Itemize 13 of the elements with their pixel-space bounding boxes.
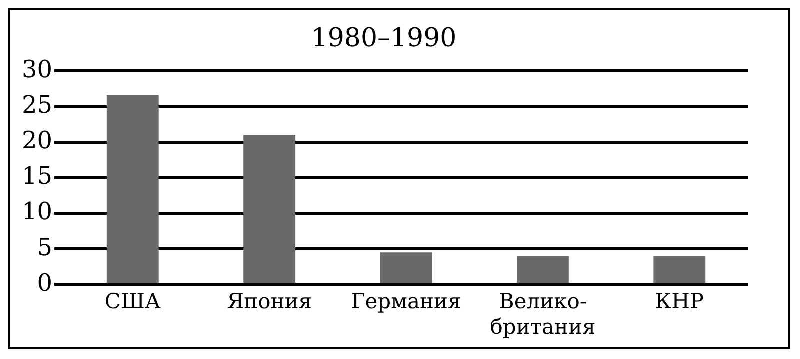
x-tick-label: Япония	[227, 290, 312, 314]
chart-title: 1980–1990	[311, 23, 457, 54]
y-tick-label: 5	[37, 233, 53, 262]
y-tick-label: 10	[22, 198, 53, 226]
y-tick-label: 0	[37, 268, 53, 297]
x-tick-label: Велико- британия	[490, 290, 596, 339]
x-tick-label: США	[104, 290, 161, 314]
y-tick-label: 20	[22, 126, 53, 155]
x-tick-label: КНР	[655, 290, 704, 314]
y-tick-label: 15	[22, 162, 53, 190]
y-tick-label: 25	[22, 91, 53, 119]
y-tick-label: 30	[22, 55, 53, 84]
x-tick-label: Германия	[351, 290, 462, 314]
